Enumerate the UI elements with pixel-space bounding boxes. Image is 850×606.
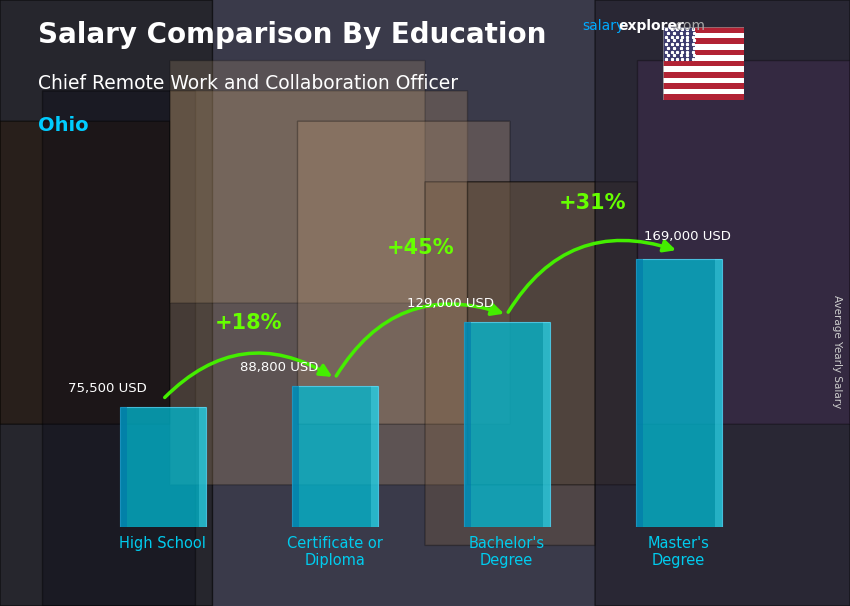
FancyBboxPatch shape	[638, 61, 850, 424]
Bar	[120, 407, 127, 527]
Bar	[292, 386, 298, 527]
Bar	[663, 38, 744, 44]
Bar	[663, 50, 744, 55]
Text: +18%: +18%	[215, 313, 282, 333]
FancyBboxPatch shape	[425, 182, 595, 545]
Bar	[663, 72, 744, 78]
Text: 169,000 USD: 169,000 USD	[644, 230, 731, 243]
Bar	[715, 259, 722, 527]
Text: Ohio: Ohio	[38, 116, 89, 135]
Bar	[292, 386, 377, 527]
FancyBboxPatch shape	[170, 61, 425, 303]
Bar	[663, 55, 744, 61]
Bar	[663, 33, 744, 38]
FancyBboxPatch shape	[0, 121, 170, 424]
Bar	[663, 27, 744, 33]
FancyBboxPatch shape	[42, 91, 196, 606]
Text: +45%: +45%	[387, 238, 455, 258]
Bar	[199, 407, 206, 527]
Bar	[663, 83, 744, 89]
FancyBboxPatch shape	[0, 0, 212, 606]
Bar	[464, 322, 471, 527]
Bar	[464, 322, 550, 527]
Bar	[663, 44, 744, 50]
FancyBboxPatch shape	[595, 0, 850, 606]
Text: Chief Remote Work and Collaboration Officer: Chief Remote Work and Collaboration Offi…	[38, 74, 458, 93]
Text: salary: salary	[582, 19, 625, 33]
Bar	[663, 27, 695, 61]
Bar	[663, 61, 744, 67]
Bar	[663, 78, 744, 83]
Bar	[636, 259, 722, 527]
Text: .com: .com	[672, 19, 705, 33]
Text: Average Yearly Salary: Average Yearly Salary	[832, 295, 842, 408]
Text: 129,000 USD: 129,000 USD	[407, 297, 494, 310]
Text: +31%: +31%	[559, 193, 626, 213]
Text: explorer: explorer	[619, 19, 684, 33]
Bar	[663, 67, 744, 72]
Bar	[636, 259, 643, 527]
Bar	[663, 95, 744, 100]
Bar	[543, 322, 550, 527]
Text: 75,500 USD: 75,500 USD	[68, 382, 147, 395]
Bar	[663, 89, 744, 95]
Text: 88,800 USD: 88,800 USD	[241, 361, 319, 373]
FancyBboxPatch shape	[468, 182, 638, 485]
Text: Salary Comparison By Education: Salary Comparison By Education	[38, 21, 547, 49]
FancyBboxPatch shape	[298, 121, 510, 424]
Bar	[371, 386, 377, 527]
FancyBboxPatch shape	[170, 91, 468, 485]
Bar	[120, 407, 206, 527]
